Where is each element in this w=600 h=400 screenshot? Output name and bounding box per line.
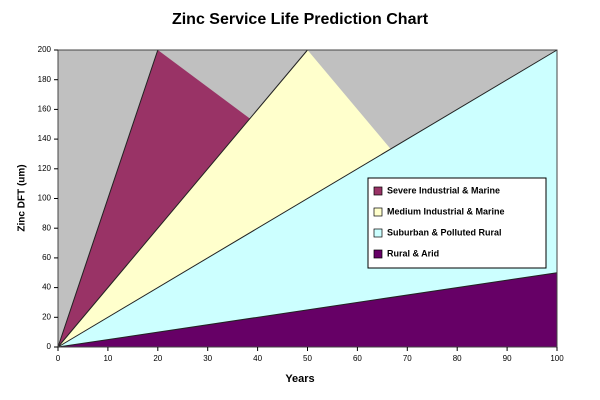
x-tick-label: 60: [353, 354, 362, 363]
y-tick-label: 60: [42, 253, 51, 262]
legend-label: Rural & Arid: [387, 248, 439, 258]
x-axis-label: Years: [285, 373, 314, 385]
y-tick-label: 180: [38, 75, 52, 84]
y-tick-label: 20: [42, 312, 51, 321]
y-axis-label: Zinc DFT (um): [17, 164, 28, 231]
legend-swatch: [373, 249, 383, 259]
area-fill: [58, 50, 557, 347]
y-tick-label: 40: [42, 283, 51, 292]
x-tick-label: 70: [403, 354, 412, 363]
y-tick-label: 80: [42, 223, 51, 232]
y-tick-label: 200: [38, 45, 52, 54]
boundary-line: [57, 272, 558, 348]
legend-label: Severe Industrial & Marine: [387, 185, 500, 195]
x-tick-label: 50: [303, 354, 312, 363]
boundary-line: [57, 49, 308, 348]
legend-swatch: [373, 228, 383, 238]
x-tick-label: 100: [550, 354, 564, 363]
legend-label: Medium Industrial & Marine: [387, 206, 505, 216]
y-tick-label: 100: [38, 194, 52, 203]
x-tick-label: 80: [453, 354, 462, 363]
x-tick-label: 40: [253, 354, 262, 363]
x-tick-label: 30: [203, 354, 212, 363]
x-tick-label: 10: [103, 354, 112, 363]
y-tick-label: 120: [38, 164, 52, 173]
legend-swatch: [373, 207, 383, 217]
boundary-line: [57, 49, 558, 348]
x-tick-label: 0: [56, 354, 61, 363]
boundary-line: [57, 49, 159, 348]
legend-label: Suburban & Polluted Rural: [387, 227, 502, 237]
legend-swatch: [373, 186, 383, 196]
y-tick-label: 0: [47, 342, 52, 351]
y-tick-label: 160: [38, 105, 52, 114]
chart-title: Zinc Service Life Prediction Chart: [172, 11, 429, 28]
x-tick-label: 90: [503, 354, 512, 363]
legend-box: [367, 177, 547, 269]
x-tick-label: 20: [153, 354, 162, 363]
y-tick-label: 140: [38, 134, 52, 143]
